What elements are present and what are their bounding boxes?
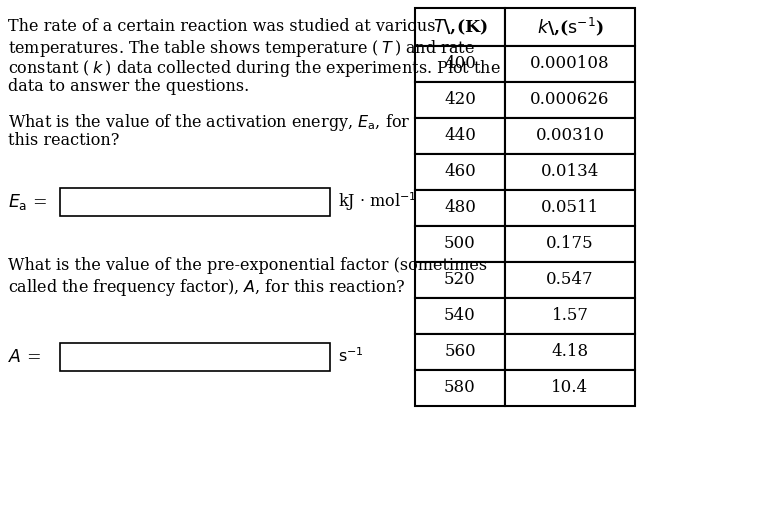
Text: constant ( $k$ ) data collected during the experiments. Plot the: constant ( $k$ ) data collected during t… (8, 58, 501, 79)
FancyBboxPatch shape (505, 334, 635, 370)
FancyBboxPatch shape (415, 262, 505, 298)
Text: $T$\,(K): $T$\,(K) (432, 17, 487, 36)
Text: 10.4: 10.4 (552, 380, 588, 397)
FancyBboxPatch shape (415, 8, 505, 46)
FancyBboxPatch shape (60, 188, 330, 216)
Text: 440: 440 (444, 127, 476, 145)
Text: 580: 580 (444, 380, 476, 397)
Text: temperatures. The table shows temperature ( $T$ ) and rate: temperatures. The table shows temperatur… (8, 38, 475, 59)
FancyBboxPatch shape (505, 190, 635, 226)
Text: 1.57: 1.57 (552, 307, 588, 325)
Text: 0.175: 0.175 (546, 235, 594, 252)
Text: $\mathrm{s}^{-1}$: $\mathrm{s}^{-1}$ (338, 347, 364, 366)
Text: 0.000108: 0.000108 (530, 55, 610, 72)
FancyBboxPatch shape (505, 46, 635, 82)
FancyBboxPatch shape (415, 118, 505, 154)
FancyBboxPatch shape (415, 82, 505, 118)
Text: 460: 460 (444, 164, 476, 181)
Text: 0.00310: 0.00310 (536, 127, 604, 145)
Text: 0.000626: 0.000626 (530, 91, 610, 108)
FancyBboxPatch shape (505, 82, 635, 118)
Text: 4.18: 4.18 (552, 344, 588, 361)
FancyBboxPatch shape (415, 226, 505, 262)
FancyBboxPatch shape (415, 46, 505, 82)
Text: called the frequency factor), $A$, for this reaction?: called the frequency factor), $A$, for t… (8, 277, 405, 298)
Text: 0.0134: 0.0134 (541, 164, 599, 181)
Text: $k$\,($\mathrm{s}^{-1}$): $k$\,($\mathrm{s}^{-1}$) (536, 16, 604, 38)
Text: $A$ =: $A$ = (8, 348, 41, 365)
Text: 0.547: 0.547 (546, 271, 594, 288)
Text: What is the value of the pre-exponential factor (sometimes: What is the value of the pre-exponential… (8, 257, 487, 274)
Text: The rate of a certain reaction was studied at various: The rate of a certain reaction was studi… (8, 18, 435, 35)
Text: this reaction?: this reaction? (8, 132, 119, 149)
FancyBboxPatch shape (505, 8, 635, 46)
FancyBboxPatch shape (505, 118, 635, 154)
Text: 480: 480 (444, 200, 476, 216)
FancyBboxPatch shape (505, 262, 635, 298)
FancyBboxPatch shape (415, 334, 505, 370)
FancyBboxPatch shape (505, 226, 635, 262)
FancyBboxPatch shape (505, 154, 635, 190)
Text: 420: 420 (444, 91, 476, 108)
Text: 560: 560 (444, 344, 476, 361)
FancyBboxPatch shape (415, 190, 505, 226)
Text: kJ $\cdot$ mol$^{-1}$: kJ $\cdot$ mol$^{-1}$ (338, 191, 417, 213)
Text: 400: 400 (444, 55, 476, 72)
Text: data to answer the questions.: data to answer the questions. (8, 78, 249, 95)
Text: 540: 540 (444, 307, 476, 325)
Text: 520: 520 (444, 271, 476, 288)
FancyBboxPatch shape (505, 298, 635, 334)
FancyBboxPatch shape (505, 370, 635, 406)
FancyBboxPatch shape (415, 154, 505, 190)
Text: 500: 500 (444, 235, 476, 252)
Text: 0.0511: 0.0511 (541, 200, 599, 216)
FancyBboxPatch shape (415, 370, 505, 406)
Text: What is the value of the activation energy, $E_{\mathrm{a}}$, for: What is the value of the activation ener… (8, 112, 410, 133)
FancyBboxPatch shape (415, 298, 505, 334)
Text: $E_{\mathrm{a}}$ =: $E_{\mathrm{a}}$ = (8, 192, 47, 212)
FancyBboxPatch shape (60, 343, 330, 371)
